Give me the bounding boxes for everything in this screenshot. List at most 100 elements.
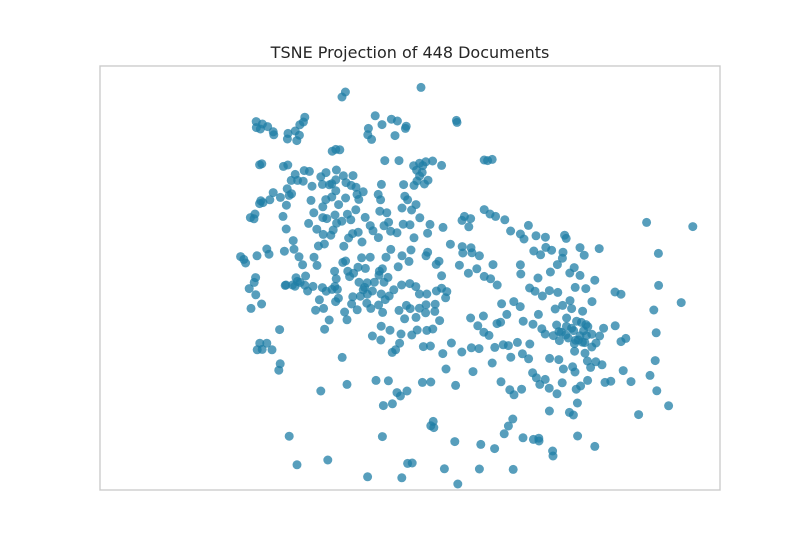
data-point [397, 203, 407, 213]
data-point [316, 386, 326, 396]
data-point [484, 330, 494, 340]
data-point [397, 473, 407, 483]
data-point [338, 171, 348, 181]
data-point [466, 313, 476, 323]
data-point [586, 362, 596, 372]
data-point [509, 297, 519, 307]
data-point [251, 290, 261, 300]
data-point [415, 171, 425, 181]
data-point [294, 252, 304, 262]
data-point [278, 161, 288, 171]
data-point [262, 338, 272, 348]
data-point [275, 325, 285, 335]
data-point [341, 256, 351, 266]
data-point [402, 386, 412, 396]
data-point [466, 343, 476, 353]
data-point [351, 182, 361, 192]
chart-title: TSNE Projection of 448 Documents [270, 43, 550, 62]
data-point [256, 196, 266, 206]
data-point [281, 200, 291, 210]
data-point [581, 284, 591, 294]
data-point [335, 145, 345, 155]
data-point [292, 136, 302, 146]
data-point [431, 259, 441, 269]
data-point [318, 229, 328, 239]
data-point [365, 252, 375, 262]
data-point [610, 321, 620, 331]
data-point [540, 232, 550, 242]
data-point [255, 124, 265, 134]
data-point [537, 324, 547, 334]
data-point [314, 295, 324, 305]
data-point [653, 248, 663, 258]
data-point [506, 352, 516, 362]
data-point [264, 249, 274, 259]
data-point [626, 377, 636, 387]
data-point [393, 262, 403, 272]
data-point [278, 211, 288, 221]
data-point [346, 215, 356, 225]
data-point [453, 479, 463, 489]
data-point [569, 339, 579, 349]
data-point [496, 317, 506, 327]
data-point [428, 156, 438, 166]
data-point [518, 433, 528, 443]
data-point [454, 260, 464, 270]
data-point [590, 441, 600, 451]
data-point [411, 200, 421, 210]
data-point [544, 406, 554, 416]
data-point [301, 271, 311, 281]
data-point [255, 160, 265, 170]
data-point [515, 260, 525, 270]
data-point [370, 111, 380, 121]
data-point [578, 306, 588, 316]
data-point [552, 260, 562, 270]
data-point [512, 337, 522, 347]
data-point [342, 315, 352, 325]
data-point [250, 209, 260, 219]
data-point [267, 345, 277, 355]
data-point [321, 168, 331, 178]
data-point [357, 253, 367, 263]
data-point [534, 436, 544, 446]
data-point [384, 291, 394, 301]
data-point [545, 353, 555, 363]
data-point [528, 368, 538, 378]
data-point [331, 175, 341, 185]
data-point [377, 264, 387, 274]
data-point [552, 320, 562, 330]
data-point [587, 329, 597, 339]
data-point [307, 181, 317, 191]
data-point [330, 210, 340, 220]
data-point [490, 342, 500, 352]
data-point [430, 306, 440, 316]
data-point [517, 384, 527, 394]
data-point [508, 464, 518, 474]
data-point [268, 127, 278, 137]
data-point [377, 120, 387, 130]
data-point [382, 208, 392, 218]
data-point [502, 309, 512, 319]
data-point [304, 166, 314, 176]
data-point [425, 219, 435, 229]
data-point [309, 252, 319, 262]
data-point [369, 277, 379, 287]
data-point [308, 281, 318, 291]
data-point [664, 401, 674, 411]
data-point [306, 195, 316, 205]
data-point [298, 260, 308, 270]
data-point [544, 286, 554, 296]
data-point [291, 273, 301, 283]
data-point [284, 431, 294, 441]
data-point [415, 213, 425, 223]
data-point [409, 233, 419, 243]
data-point [583, 322, 593, 332]
data-point [312, 224, 322, 234]
data-point [352, 305, 362, 315]
data-point [618, 366, 628, 376]
data-point [300, 112, 310, 122]
data-point [367, 286, 377, 296]
data-point [357, 237, 367, 247]
data-point [342, 379, 352, 389]
data-point [497, 299, 507, 309]
